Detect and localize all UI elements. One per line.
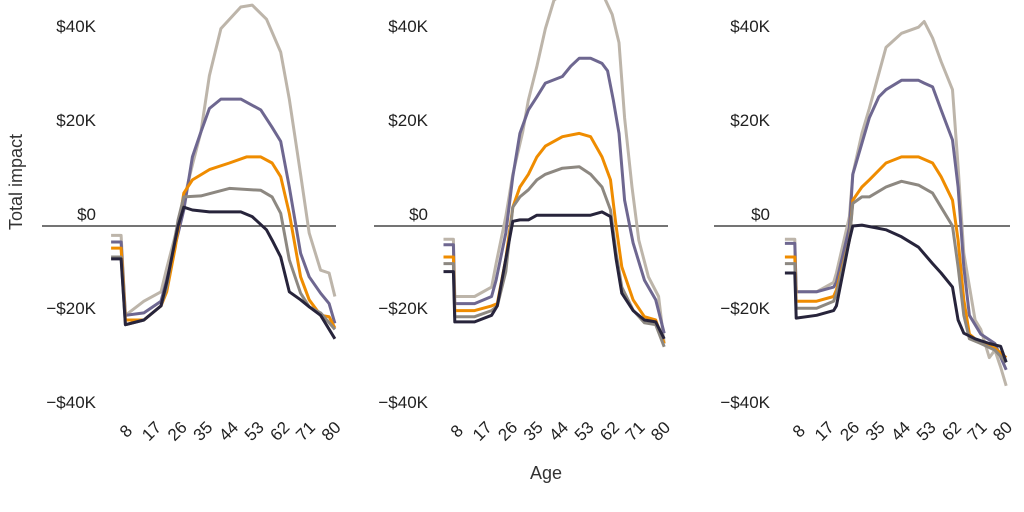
x-tick-label: 62	[596, 418, 623, 445]
y-tick-label: $0	[77, 205, 96, 224]
y-tick-label: −$40K	[720, 393, 770, 412]
x-tick-label: 80	[989, 418, 1016, 445]
y-tick-label: $40K	[730, 17, 770, 36]
series-line-1	[784, 20, 1008, 387]
y-tick-label: −$20K	[720, 299, 770, 318]
x-axis-title: Age	[530, 463, 562, 483]
x-tick-label: 62	[938, 418, 965, 445]
x-tick-label: 26	[494, 418, 521, 445]
series-line-2	[111, 97, 337, 324]
x-tick-label: 71	[622, 418, 649, 445]
x-tick-label: 80	[318, 418, 345, 445]
series-line-1	[111, 3, 337, 317]
x-tick-label: 8	[789, 421, 809, 441]
series-line-4	[443, 165, 666, 348]
x-tick-label: 35	[520, 418, 547, 445]
series-line-2	[443, 56, 666, 334]
y-tick-label: $20K	[388, 111, 428, 130]
x-tick-label: 8	[116, 421, 136, 441]
y-axis-title: Total impact	[6, 134, 26, 230]
x-tick-label: 44	[887, 418, 914, 445]
series-line-2	[784, 78, 1008, 371]
x-tick-label: 26	[836, 418, 863, 445]
x-tick-label: 17	[811, 418, 838, 445]
y-tick-label: −$20K	[378, 299, 428, 318]
series-line-3	[443, 131, 666, 345]
series-line-5	[784, 223, 1008, 363]
series-line-1	[443, 0, 666, 344]
y-tick-label: −$40K	[378, 393, 428, 412]
x-tick-label: 17	[469, 418, 496, 445]
y-tick-label: $0	[409, 205, 428, 224]
series-line-5	[443, 210, 666, 340]
x-tick-label: 62	[267, 418, 294, 445]
y-tick-label: −$20K	[46, 299, 96, 318]
x-tick-label: 44	[545, 418, 572, 445]
x-tick-label: 17	[138, 418, 165, 445]
x-tick-label: 26	[164, 418, 191, 445]
x-tick-label: 53	[571, 418, 598, 445]
series-line-5	[111, 205, 337, 340]
y-tick-label: $40K	[56, 17, 96, 36]
y-tick-label: $20K	[56, 111, 96, 130]
x-tick-label: 53	[241, 418, 268, 445]
x-tick-label: 44	[215, 418, 242, 445]
y-tick-label: $0	[751, 205, 770, 224]
series-line-3	[784, 155, 1008, 359]
x-tick-label: 80	[647, 418, 674, 445]
y-tick-label: −$40K	[46, 393, 96, 412]
y-tick-label: $40K	[388, 17, 428, 36]
x-tick-label: 8	[447, 421, 467, 441]
series-line-4	[784, 179, 1008, 364]
x-tick-label: 35	[862, 418, 889, 445]
x-tick-label: 71	[292, 418, 319, 445]
x-tick-label: 35	[190, 418, 217, 445]
x-tick-label: 71	[964, 418, 991, 445]
x-tick-label: 53	[913, 418, 940, 445]
y-tick-label: $20K	[730, 111, 770, 130]
